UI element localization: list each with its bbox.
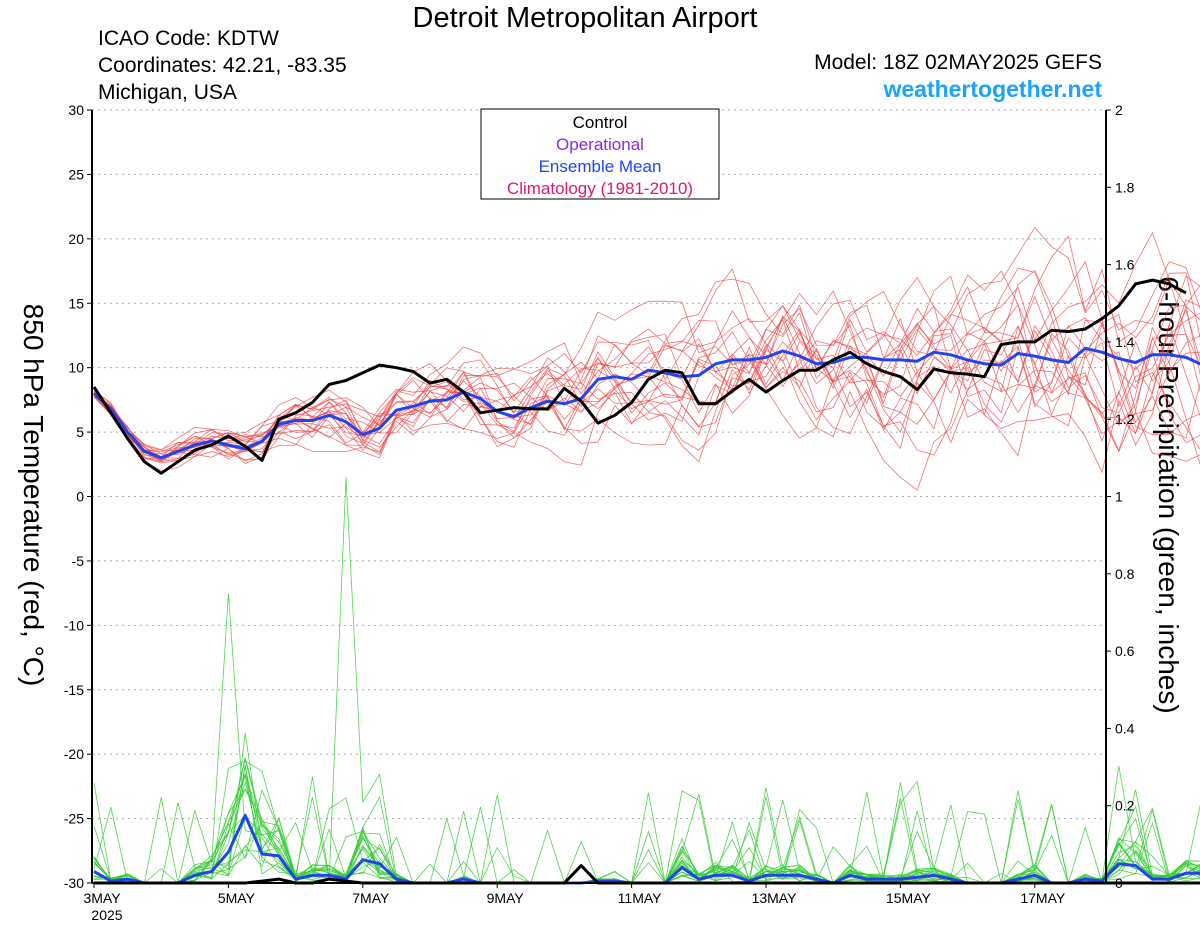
x-tick-label: 13MAY [752, 890, 798, 906]
page-title: Detroit Metropolitan Airport [412, 2, 758, 34]
ensemble-members [93, 226, 1200, 885]
temp-member-line [93, 226, 1200, 461]
y2-tick-label: 1.2 [1115, 411, 1135, 427]
y2-tick-label: 0.2 [1115, 798, 1135, 814]
y-tick-label: -10 [64, 617, 84, 633]
y-tick-label: 25 [68, 166, 84, 182]
y-tick-label: -15 [64, 682, 84, 698]
legend-entry: Climatology (1981-2010) [507, 179, 693, 198]
y-tick-label: -20 [64, 746, 84, 762]
y-tick-label: 10 [68, 360, 84, 376]
y2-tick-label: 0.4 [1115, 720, 1135, 736]
precip-member-line [93, 764, 1200, 884]
y2-tick-label: 1.4 [1115, 334, 1135, 350]
y-tick-label: -25 [64, 811, 84, 827]
model-run: Model: 18Z 02MAY2025 GEFS [814, 51, 1102, 74]
grid-lines [92, 109, 1106, 884]
icao-code: ICAO Code: KDTW [98, 27, 279, 50]
y2-tick-label: 0.8 [1115, 566, 1135, 582]
y2-tick-label: 1.8 [1115, 179, 1135, 195]
y2-tick-label: 0 [1115, 875, 1123, 891]
legend-box [480, 108, 720, 200]
y-tick-label: 5 [76, 424, 84, 440]
x-tick-label: 15MAY [886, 890, 932, 906]
y-tick-label: 20 [68, 231, 84, 247]
y-tick-label: -30 [64, 875, 84, 891]
x-tick-label: 5MAY [218, 890, 256, 906]
y-tick-label: 0 [76, 489, 84, 505]
temp-member-line [93, 313, 1200, 459]
y2-tick-label: 2 [1115, 102, 1123, 118]
temp-member-line [93, 260, 1200, 462]
y2-tick-label: 1.6 [1115, 257, 1135, 273]
y-tick-label: 15 [68, 295, 84, 311]
x-tick-label: 3MAY [83, 890, 121, 906]
x-tick-label: 7MAY [352, 890, 390, 906]
y-tick-label: 30 [68, 102, 84, 118]
x-year-label: 2025 [91, 907, 122, 923]
legend-entry: Operational [556, 135, 644, 154]
temp-member-line [93, 268, 1200, 458]
coordinates: Coordinates: 42.21, -83.35 [98, 54, 347, 77]
temp-member-line [93, 324, 1200, 463]
x-tick-label: 9MAY [487, 890, 525, 906]
mean-temp-line [92, 346, 1200, 460]
temp-member-line [93, 267, 1200, 451]
region: Michigan, USA [98, 81, 237, 104]
y2-tick-label: 0.6 [1115, 643, 1135, 659]
legend: Control Operational Ensemble Mean Climatolo… [480, 108, 720, 200]
x-tick-label: 17MAY [1020, 890, 1066, 906]
axes: 302520151050-5-10-15-20-25-3021.81.61.41… [64, 102, 1135, 923]
legend-entry: Control [573, 113, 628, 132]
temp-member-line [93, 235, 1200, 456]
x-tick-label: 11MAY [618, 890, 662, 906]
y-tick-label: -5 [72, 553, 85, 569]
legend-entry: Ensemble Mean [539, 157, 662, 176]
precip-member-line [93, 477, 1200, 884]
temp-member-line [93, 308, 1200, 474]
site-link[interactable]: weathertogether.net [883, 76, 1102, 102]
y2-tick-label: 1 [1115, 489, 1123, 505]
control-temp-line [92, 278, 1187, 475]
temp-member-line [93, 319, 1200, 491]
